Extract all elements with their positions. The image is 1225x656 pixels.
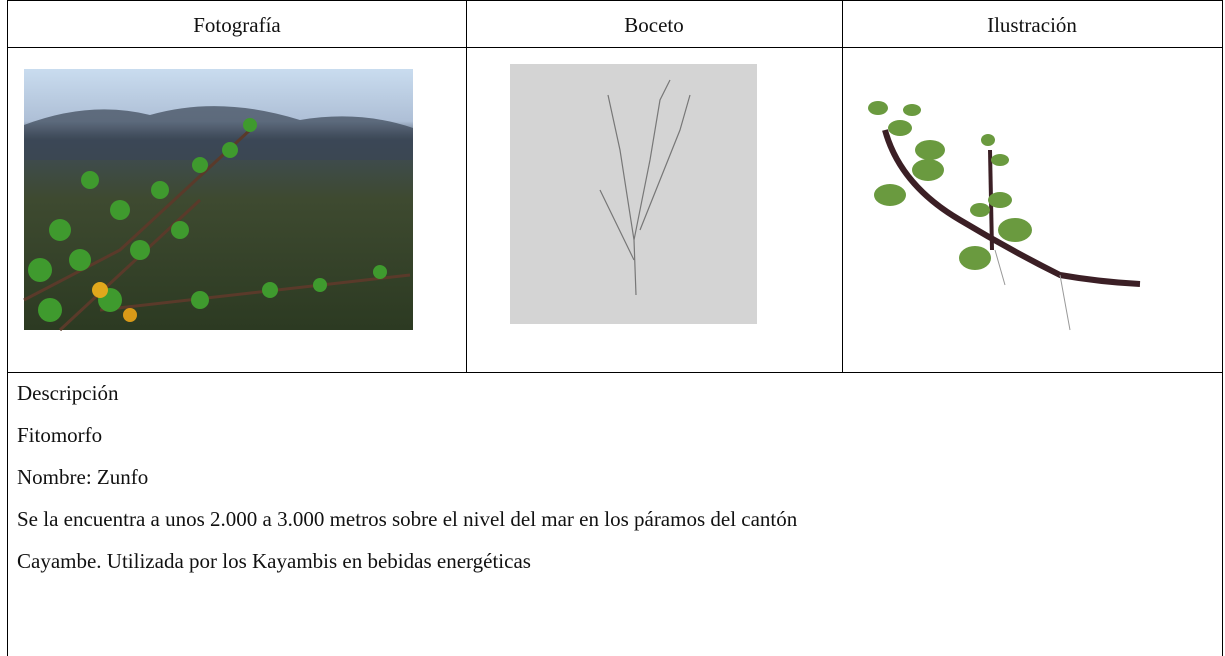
description-text: Se la encuentra a unos 2.000 a 3.000 met… <box>17 507 798 531</box>
header-cell: Ilustración <box>987 13 1077 37</box>
header-cell: Fotografía <box>193 13 281 37</box>
description-text: Cayambe. Utilizada por los Kayambis en b… <box>17 549 531 573</box>
sketch <box>510 64 757 324</box>
description-text: Nombre: Zunfo <box>17 465 148 489</box>
description-heading: Descripción <box>17 381 119 405</box>
header-cell: Boceto <box>624 13 683 37</box>
description-text: Fitomorfo <box>17 423 102 447</box>
illustration <box>868 101 1141 331</box>
table-borders <box>7 0 1223 656</box>
photo <box>23 69 413 332</box>
